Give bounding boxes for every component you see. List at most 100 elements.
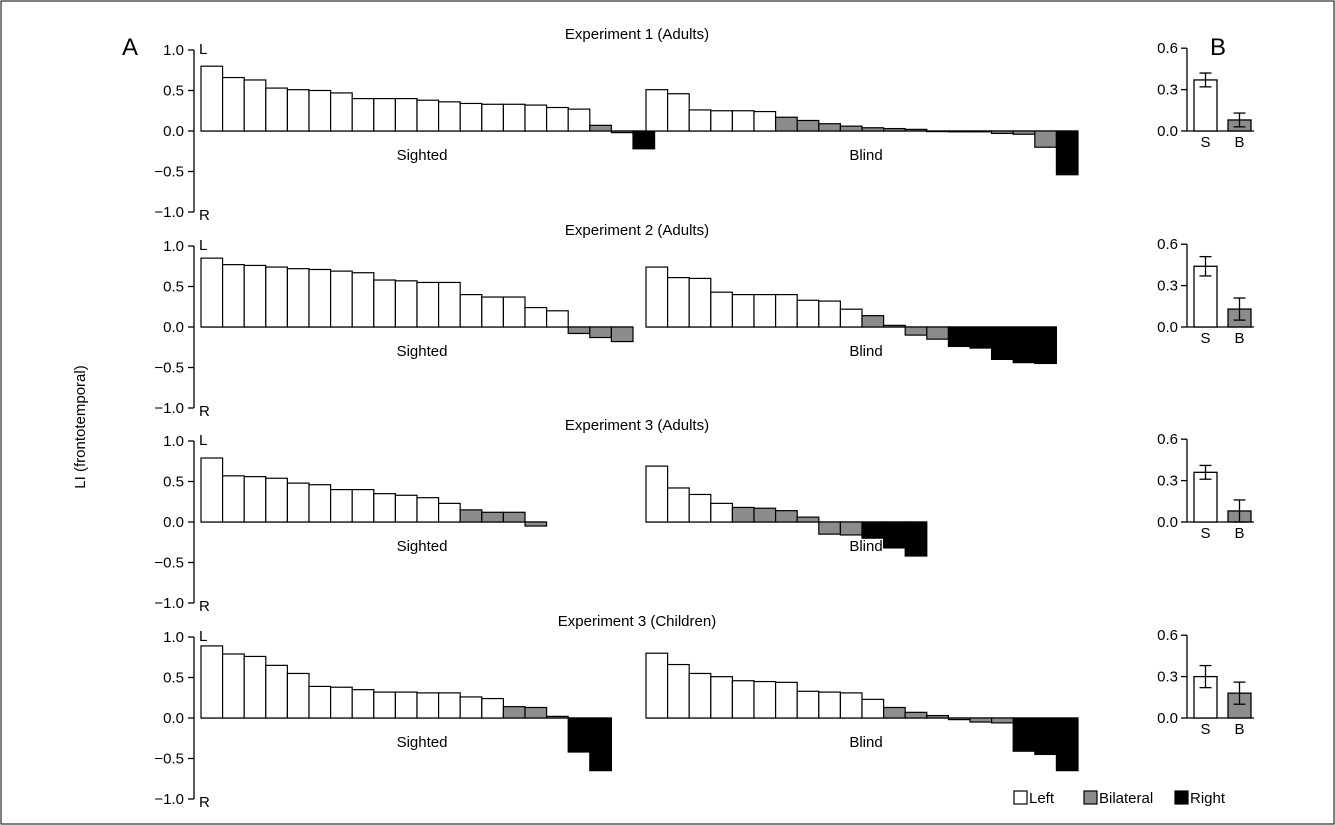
bar (416, 99, 440, 132)
bar (330, 270, 353, 328)
axis-end-label-bottom: R (199, 598, 210, 615)
y-tick-label: 0.0 (163, 514, 184, 531)
bar (610, 326, 634, 343)
panel-3: Experiment 3 (Adults) 1.0 0.5 0.0 −0.5 −1.0 L R… (154, 417, 1254, 615)
bar (882, 324, 906, 328)
bar (200, 645, 224, 719)
y-axis-label: LI (frontotemporal) (72, 365, 89, 488)
bar (589, 326, 612, 339)
group-label: Sighted (397, 343, 448, 360)
bar (1055, 130, 1079, 176)
summary-tick-label: 0.6 (1157, 40, 1178, 57)
bar (926, 714, 949, 719)
bar (200, 457, 224, 523)
bar (731, 506, 755, 523)
bar (351, 489, 375, 523)
bar (416, 497, 440, 523)
bar (796, 690, 820, 719)
group-label: Blind (849, 734, 882, 751)
bar (222, 264, 245, 328)
bar (438, 101, 461, 132)
summary-category-label: S (1200, 525, 1210, 542)
bar (610, 130, 634, 134)
bar (351, 689, 375, 719)
bar (524, 521, 548, 527)
y-tick-label: 0.5 (163, 279, 184, 296)
y-tick-label: −0.5 (154, 360, 184, 377)
bar (969, 326, 993, 349)
y-tick-label: 0.5 (163, 670, 184, 687)
bar (666, 93, 690, 132)
bar (200, 257, 224, 328)
bar (688, 109, 712, 132)
axis-end-label-top: L (199, 628, 207, 645)
summary-category-label: B (1234, 721, 1244, 738)
bar (666, 276, 690, 328)
bar (545, 106, 569, 132)
bar (990, 326, 1014, 361)
bar (481, 103, 504, 132)
bar (861, 315, 885, 328)
summary-tick-label: 0.3 (1157, 669, 1178, 686)
summary-tick-label: 0.0 (1157, 123, 1178, 140)
bar (438, 692, 461, 719)
panel-title: Experiment 1 (Adults) (565, 26, 709, 43)
bar (1034, 326, 1058, 365)
panel-label-b: B (1210, 34, 1226, 61)
summary-tick-label: 0.6 (1157, 627, 1178, 644)
bar (589, 717, 612, 772)
bar (373, 97, 396, 132)
bar (969, 130, 993, 133)
bar (818, 300, 841, 328)
y-tick-label: −0.5 (154, 751, 184, 768)
bar (645, 465, 669, 523)
summary-tick-label: 0.0 (1157, 710, 1178, 727)
panel-4: Experiment 3 (Children) 1.0 0.5 0.0 −0.5 −1.0… (154, 613, 1254, 811)
bar (796, 299, 820, 328)
bar (796, 119, 820, 132)
bar (265, 87, 288, 132)
y-tick-label: 1.0 (163, 433, 184, 450)
group-label: Sighted (397, 147, 448, 164)
group-label: Sighted (397, 538, 448, 555)
bar (990, 130, 1014, 135)
bar (589, 124, 612, 132)
bar (308, 268, 332, 328)
bar (818, 521, 841, 535)
panel-1: Experiment 1 (Adults) 1.0 0.5 0.0 −0.5 −1.0 L R… (154, 26, 1254, 224)
panel-title: Experiment 3 (Children) (558, 613, 716, 630)
summary-tick-label: 0.0 (1157, 514, 1178, 531)
bar (286, 268, 310, 328)
axis-end-label-top: L (199, 237, 207, 254)
bar (990, 717, 1014, 724)
bar (286, 482, 310, 523)
panel-label-a: A (122, 34, 138, 61)
panel-title: Experiment 2 (Adults) (565, 222, 709, 239)
legend-left-swatch (1013, 790, 1028, 805)
bar (1012, 326, 1036, 364)
bar (666, 663, 690, 719)
axis-end-label-bottom: R (199, 794, 210, 811)
group-label: Blind (849, 147, 882, 164)
bar (373, 493, 396, 523)
bar (222, 475, 245, 523)
legend: Left Bilateral Right (1013, 790, 1226, 807)
axis-end-label-bottom: R (199, 403, 210, 420)
bar (861, 698, 885, 719)
bar (308, 89, 332, 132)
bar (222, 76, 245, 132)
bar (710, 291, 733, 328)
bar (308, 685, 332, 719)
bar (459, 509, 483, 523)
bar (286, 89, 310, 132)
axis-end-label-top: L (199, 41, 207, 58)
bar (839, 521, 863, 536)
bar (947, 717, 971, 721)
y-tick-label: −1.0 (154, 400, 184, 417)
bar (502, 706, 526, 719)
bar (904, 521, 928, 557)
bar (1012, 717, 1036, 752)
bar (459, 696, 483, 719)
bar (969, 717, 993, 723)
summary-category-label: S (1200, 330, 1210, 347)
